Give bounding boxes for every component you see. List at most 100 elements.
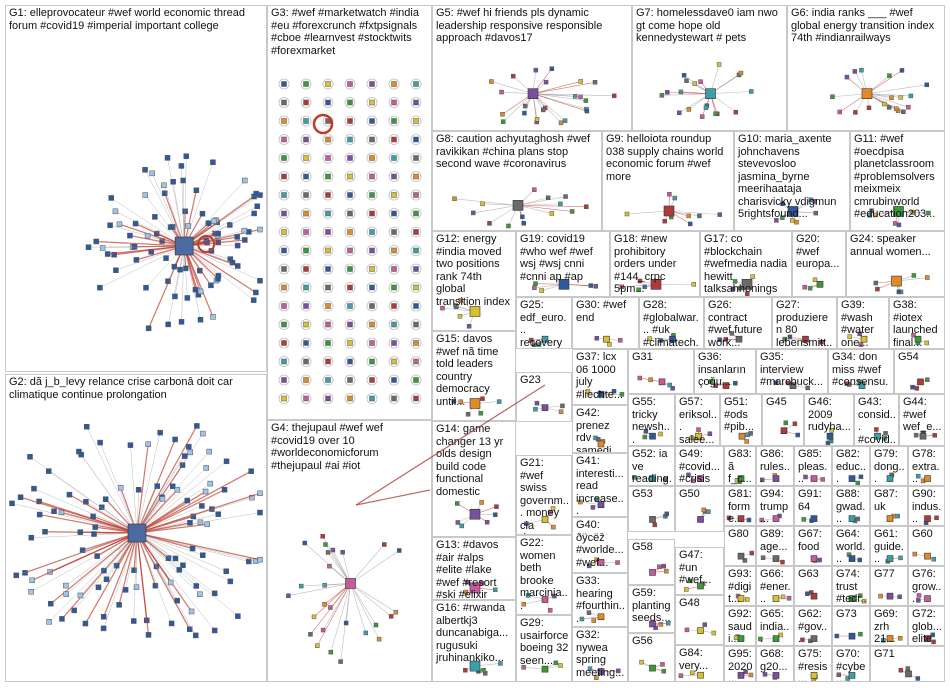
network-node[interactable]: [210, 159, 216, 165]
hub-avatar-node[interactable]: [541, 335, 549, 343]
network-node[interactable]: [908, 93, 914, 99]
network-node[interactable]: [391, 247, 397, 254]
network-node[interactable]: [347, 136, 353, 143]
network-node[interactable]: [99, 245, 106, 251]
hub-avatar-node[interactable]: [512, 200, 524, 211]
network-node[interactable]: [111, 251, 117, 258]
network-node[interactable]: [165, 321, 171, 328]
network-node[interactable]: [391, 155, 397, 161]
network-node[interactable]: [184, 497, 190, 504]
network-node[interactable]: [857, 557, 862, 563]
network-node[interactable]: [686, 472, 691, 478]
hub-avatar-node[interactable]: [886, 635, 894, 642]
hub-avatar-node[interactable]: [469, 508, 481, 520]
network-node[interactable]: [572, 94, 578, 99]
network-node[interactable]: [325, 321, 331, 328]
network-node[interactable]: [207, 480, 214, 487]
network-node[interactable]: [193, 187, 200, 194]
network-node[interactable]: [246, 558, 252, 565]
network-node[interactable]: [780, 215, 785, 220]
hub-avatar-node[interactable]: [860, 335, 868, 343]
network-node[interactable]: [328, 605, 333, 610]
network-node[interactable]: [257, 277, 263, 284]
network-node[interactable]: [773, 380, 779, 385]
network-node[interactable]: [391, 340, 397, 346]
hub-avatar-node[interactable]: [649, 516, 656, 523]
network-node[interactable]: [855, 516, 861, 522]
network-node[interactable]: [303, 210, 309, 217]
network-node[interactable]: [906, 104, 911, 110]
network-node[interactable]: [665, 620, 671, 626]
network-node[interactable]: [915, 473, 921, 479]
network-node[interactable]: [192, 286, 199, 293]
network-node[interactable]: [347, 81, 353, 87]
network-node[interactable]: [459, 523, 465, 529]
hub-avatar-node[interactable]: [924, 595, 931, 602]
network-node[interactable]: [197, 591, 203, 597]
network-node[interactable]: [373, 622, 379, 628]
network-node[interactable]: [194, 423, 200, 429]
hub-avatar-node[interactable]: [905, 670, 912, 678]
network-node[interactable]: [149, 170, 155, 177]
network-node[interactable]: [281, 118, 287, 124]
hub-avatar-node[interactable]: [810, 592, 818, 600]
hub-avatar-node[interactable]: [772, 635, 780, 642]
network-node[interactable]: [178, 319, 185, 325]
network-node[interactable]: [315, 643, 320, 648]
network-node[interactable]: [325, 377, 331, 383]
network-node[interactable]: [480, 201, 485, 207]
network-node[interactable]: [303, 229, 309, 235]
network-node[interactable]: [48, 600, 54, 607]
hub-avatar-node[interactable]: [737, 552, 745, 560]
network-node[interactable]: [541, 107, 546, 113]
network-node[interactable]: [391, 358, 397, 365]
network-node[interactable]: [369, 303, 375, 309]
network-node[interactable]: [171, 263, 178, 270]
network-node[interactable]: [211, 218, 217, 224]
network-node[interactable]: [499, 89, 504, 95]
network-node[interactable]: [805, 385, 810, 391]
network-node[interactable]: [647, 336, 652, 341]
network-node[interactable]: [325, 266, 331, 272]
hub-avatar-node[interactable]: [669, 335, 676, 343]
hub-avatar-node[interactable]: [345, 578, 356, 589]
network-node[interactable]: [257, 556, 263, 563]
network-node[interactable]: [413, 155, 419, 161]
network-node[interactable]: [657, 564, 662, 570]
network-node[interactable]: [709, 379, 714, 384]
network-node[interactable]: [325, 81, 331, 87]
network-node[interactable]: [391, 266, 397, 272]
network-node[interactable]: [142, 192, 148, 198]
network-node[interactable]: [347, 210, 353, 217]
network-node[interactable]: [363, 630, 369, 636]
network-node[interactable]: [852, 69, 858, 74]
network-node[interactable]: [812, 277, 818, 283]
network-node[interactable]: [154, 483, 160, 489]
network-node[interactable]: [896, 289, 902, 295]
network-node[interactable]: [168, 620, 175, 627]
network-node[interactable]: [113, 267, 119, 273]
network-node[interactable]: [532, 285, 537, 291]
network-node[interactable]: [164, 155, 171, 161]
network-node[interactable]: [869, 208, 874, 213]
network-node[interactable]: [180, 177, 186, 184]
network-node[interactable]: [578, 94, 583, 100]
network-node[interactable]: [857, 593, 863, 598]
hub-avatar-node[interactable]: [789, 382, 797, 389]
network-node[interactable]: [369, 284, 375, 291]
network-node[interactable]: [780, 201, 785, 206]
network-node[interactable]: [667, 191, 672, 197]
network-node[interactable]: [223, 568, 229, 574]
network-node[interactable]: [391, 118, 397, 124]
network-node[interactable]: [807, 285, 813, 291]
network-node[interactable]: [78, 451, 84, 458]
network-node[interactable]: [521, 220, 526, 226]
network-node[interactable]: [281, 377, 287, 383]
network-node[interactable]: [116, 221, 123, 228]
hub-avatar-node[interactable]: [649, 432, 656, 440]
network-node[interactable]: [391, 210, 397, 217]
hub-avatar-node[interactable]: [174, 236, 194, 256]
network-node[interactable]: [251, 210, 257, 217]
hub-avatar-node[interactable]: [597, 668, 605, 675]
hub-avatar-node[interactable]: [886, 515, 894, 522]
